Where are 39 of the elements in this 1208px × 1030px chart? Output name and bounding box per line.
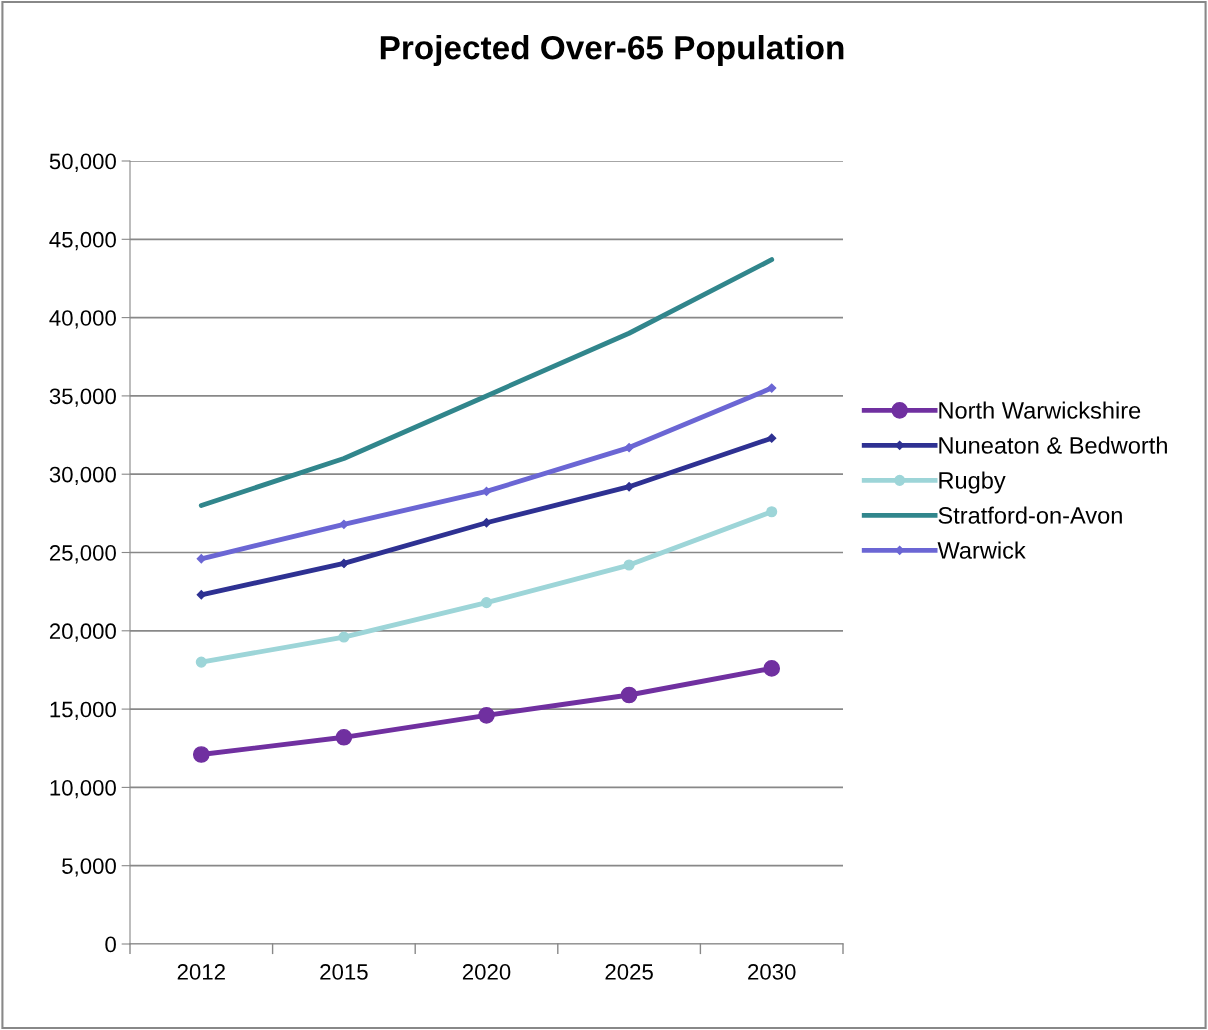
point: [196, 554, 206, 564]
point: [338, 631, 350, 643]
x-tick-label: 2030: [748, 964, 796, 980]
y-tick-label: 10,000: [50, 779, 116, 799]
legend-label: Rugby: [939, 471, 1006, 494]
point: [624, 442, 634, 453]
x-tick-label: 2025: [605, 964, 653, 980]
point: [763, 660, 781, 677]
line-series: [198, 257, 775, 508]
legend-label: North Warwickshire: [939, 401, 1141, 419]
point: [767, 383, 777, 393]
point: [620, 686, 638, 704]
y-tick-label: 0: [105, 936, 116, 953]
y-tick-label: 5,000: [62, 858, 116, 877]
legend-label: Stratford-on-Avon: [938, 506, 1122, 524]
x-tick-label: 2012: [177, 964, 225, 980]
y-tick-label: 15,000: [50, 701, 116, 720]
point: [767, 433, 777, 443]
y-tick-label: 20,000: [49, 623, 116, 642]
point: [623, 559, 635, 571]
legend-label: Warwick: [937, 541, 1026, 559]
x-tick-label: 2020: [462, 964, 511, 980]
point: [192, 746, 210, 763]
y-tick-label: 25,000: [49, 545, 116, 564]
point: [195, 656, 207, 668]
point: [478, 707, 495, 724]
point: [339, 558, 349, 569]
point: [335, 728, 353, 746]
y-tick-label: 40,000: [49, 310, 116, 329]
point: [196, 590, 206, 600]
chart-title: Projected Over-65 Population: [380, 35, 844, 67]
y-tick-label: 35,000: [49, 388, 116, 407]
legend-label: Nuneaton & Bedworth: [939, 436, 1167, 454]
point: [480, 597, 493, 609]
y-tick-label: 30,000: [49, 466, 116, 486]
point: [766, 506, 778, 518]
y-tick-label: 45,000: [49, 231, 116, 251]
x-tick-label: 2015: [320, 964, 368, 980]
y-tick-label: 50,000: [49, 153, 116, 172]
